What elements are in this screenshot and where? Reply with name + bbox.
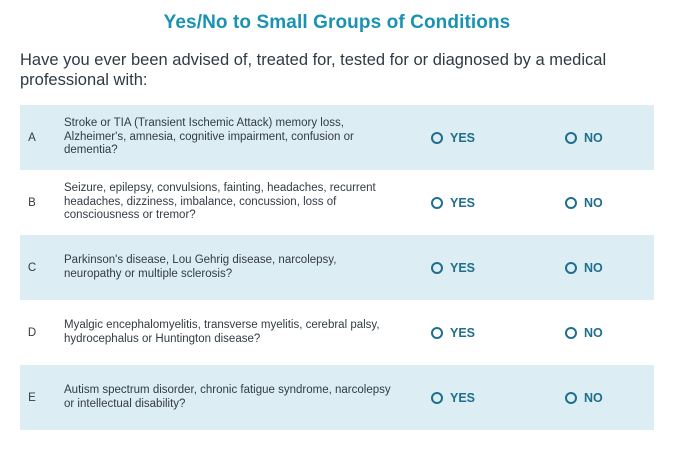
question-row-a: A Stroke or TIA (Transient Ischemic Atta… bbox=[20, 105, 654, 170]
yes-option-e[interactable]: YES bbox=[431, 365, 475, 430]
yes-option-d[interactable]: YES bbox=[431, 300, 475, 365]
no-label: NO bbox=[584, 260, 603, 275]
yes-option-c[interactable]: YES bbox=[431, 235, 475, 300]
no-option-e[interactable]: NO bbox=[565, 365, 603, 430]
yes-label: YES bbox=[450, 260, 476, 275]
question-text: Seizure, epilepsy, convulsions, fainting… bbox=[64, 182, 376, 222]
question-letter: A bbox=[28, 131, 36, 144]
radio-circle-icon[interactable] bbox=[565, 131, 577, 144]
radio-circle-icon[interactable] bbox=[431, 261, 443, 274]
radio-circle-icon[interactable] bbox=[565, 261, 577, 274]
no-option-a[interactable]: NO bbox=[565, 105, 603, 170]
no-label: NO bbox=[584, 325, 603, 340]
radio-circle-icon[interactable] bbox=[431, 326, 443, 339]
question-row-d: D Myalgic encephalomyelitis, transverse … bbox=[20, 300, 654, 365]
question-letter: C bbox=[27, 261, 37, 274]
question-letter: B bbox=[28, 196, 36, 209]
no-label: NO bbox=[584, 390, 603, 405]
conditions-table: A Stroke or TIA (Transient Ischemic Atta… bbox=[20, 105, 654, 430]
question-row-b: B Seizure, epilepsy, convulsions, fainti… bbox=[20, 170, 654, 235]
radio-circle-icon[interactable] bbox=[565, 326, 577, 339]
no-option-d[interactable]: NO bbox=[565, 300, 603, 365]
no-label: NO bbox=[584, 195, 603, 210]
no-option-b[interactable]: NO bbox=[565, 170, 603, 235]
no-label: NO bbox=[584, 130, 603, 145]
yes-option-a[interactable]: YES bbox=[431, 105, 475, 170]
no-option-c[interactable]: NO bbox=[565, 235, 603, 300]
question-letter: E bbox=[28, 391, 36, 404]
yes-label: YES bbox=[450, 195, 476, 210]
question-text: Autism spectrum disorder, chronic fatigu… bbox=[64, 384, 391, 410]
question-row-c: C Parkinson's disease, Lou Gehrig diseas… bbox=[20, 235, 654, 300]
yes-option-b[interactable]: YES bbox=[431, 170, 475, 235]
radio-circle-icon[interactable] bbox=[431, 131, 443, 144]
yes-label: YES bbox=[450, 130, 476, 145]
radio-circle-icon[interactable] bbox=[431, 391, 443, 404]
radio-circle-icon[interactable] bbox=[565, 196, 577, 209]
yes-label: YES bbox=[450, 325, 476, 340]
intro-text: Have you ever been advised of, treated f… bbox=[20, 51, 607, 89]
question-text: Parkinson's disease, Lou Gehrig disease,… bbox=[64, 254, 337, 280]
radio-circle-icon[interactable] bbox=[565, 391, 577, 404]
question-text: Stroke or TIA (Transient Ischemic Attack… bbox=[64, 117, 354, 157]
question-text: Myalgic encephalomyelitis, transverse my… bbox=[64, 319, 380, 345]
question-letter: D bbox=[27, 326, 37, 339]
radio-circle-icon[interactable] bbox=[431, 196, 443, 209]
question-row-e: E Autism spectrum disorder, chronic fati… bbox=[20, 365, 654, 430]
yes-label: YES bbox=[450, 390, 476, 405]
page-title: Yes/No to Small Groups of Conditions bbox=[163, 12, 511, 33]
